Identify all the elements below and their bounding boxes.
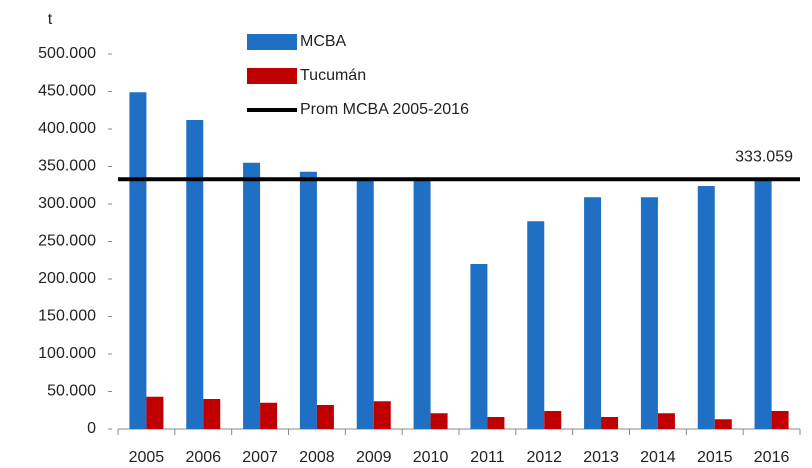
y-tick-label: 400.000: [38, 120, 96, 137]
y-tick-label: 0: [87, 420, 96, 437]
bar: [413, 179, 431, 429]
y-tick-label: 50.000: [47, 383, 96, 400]
bar: [754, 180, 772, 429]
bar: [373, 401, 391, 429]
bar: [584, 197, 602, 429]
y-tick-label: 150.000: [38, 308, 96, 325]
x-tick-label: 2008: [299, 449, 335, 466]
bar: [260, 402, 278, 429]
y-tick-label: 500.000: [38, 45, 96, 62]
legend-label: MCBA: [300, 33, 347, 50]
bar: [640, 197, 658, 429]
bar: [299, 171, 317, 429]
bar: [129, 92, 147, 429]
bar: [146, 396, 164, 429]
legend-swatch: [247, 34, 297, 50]
bar: [203, 399, 221, 429]
y-tick-label: 300.000: [38, 195, 96, 212]
bar: [356, 180, 374, 429]
x-tick-label: 2007: [242, 449, 278, 466]
x-tick-label: 2013: [583, 449, 619, 466]
bar: [527, 221, 545, 429]
x-tick-label: 2014: [640, 449, 676, 466]
x-tick-label: 2011: [470, 449, 505, 466]
y-tick-label: 350.000: [38, 158, 96, 175]
bar: [243, 162, 261, 429]
bar: [601, 417, 619, 429]
y-tick-label: 250.000: [38, 233, 96, 250]
y-tick-label: 100.000: [38, 345, 96, 362]
bar: [430, 413, 448, 429]
legend-swatch: [247, 68, 297, 84]
x-tick-label: 2010: [413, 449, 449, 466]
x-tick-label: 2016: [754, 449, 790, 466]
bar: [470, 264, 488, 429]
x-tick-label: 2009: [356, 449, 392, 466]
bar: [714, 419, 732, 429]
reference-label: 333.059: [735, 148, 793, 165]
legend-label: Tucumán: [300, 67, 366, 84]
x-tick-label: 2015: [697, 449, 733, 466]
legend-label: Prom MCBA 2005-2016: [300, 101, 469, 118]
bar: [697, 186, 715, 429]
bar: [544, 411, 562, 429]
y-axis-label: t: [48, 11, 53, 28]
x-tick-label: 2006: [185, 449, 221, 466]
y-tick-label: 450.000: [38, 83, 96, 100]
bar: [186, 120, 204, 429]
x-tick-label: 2012: [526, 449, 562, 466]
bar: [487, 417, 505, 429]
bar: [316, 405, 334, 429]
x-tick-label: 2005: [129, 449, 165, 466]
y-tick-label: 200.000: [38, 270, 96, 287]
bar: [771, 411, 789, 429]
bar: [657, 413, 675, 429]
